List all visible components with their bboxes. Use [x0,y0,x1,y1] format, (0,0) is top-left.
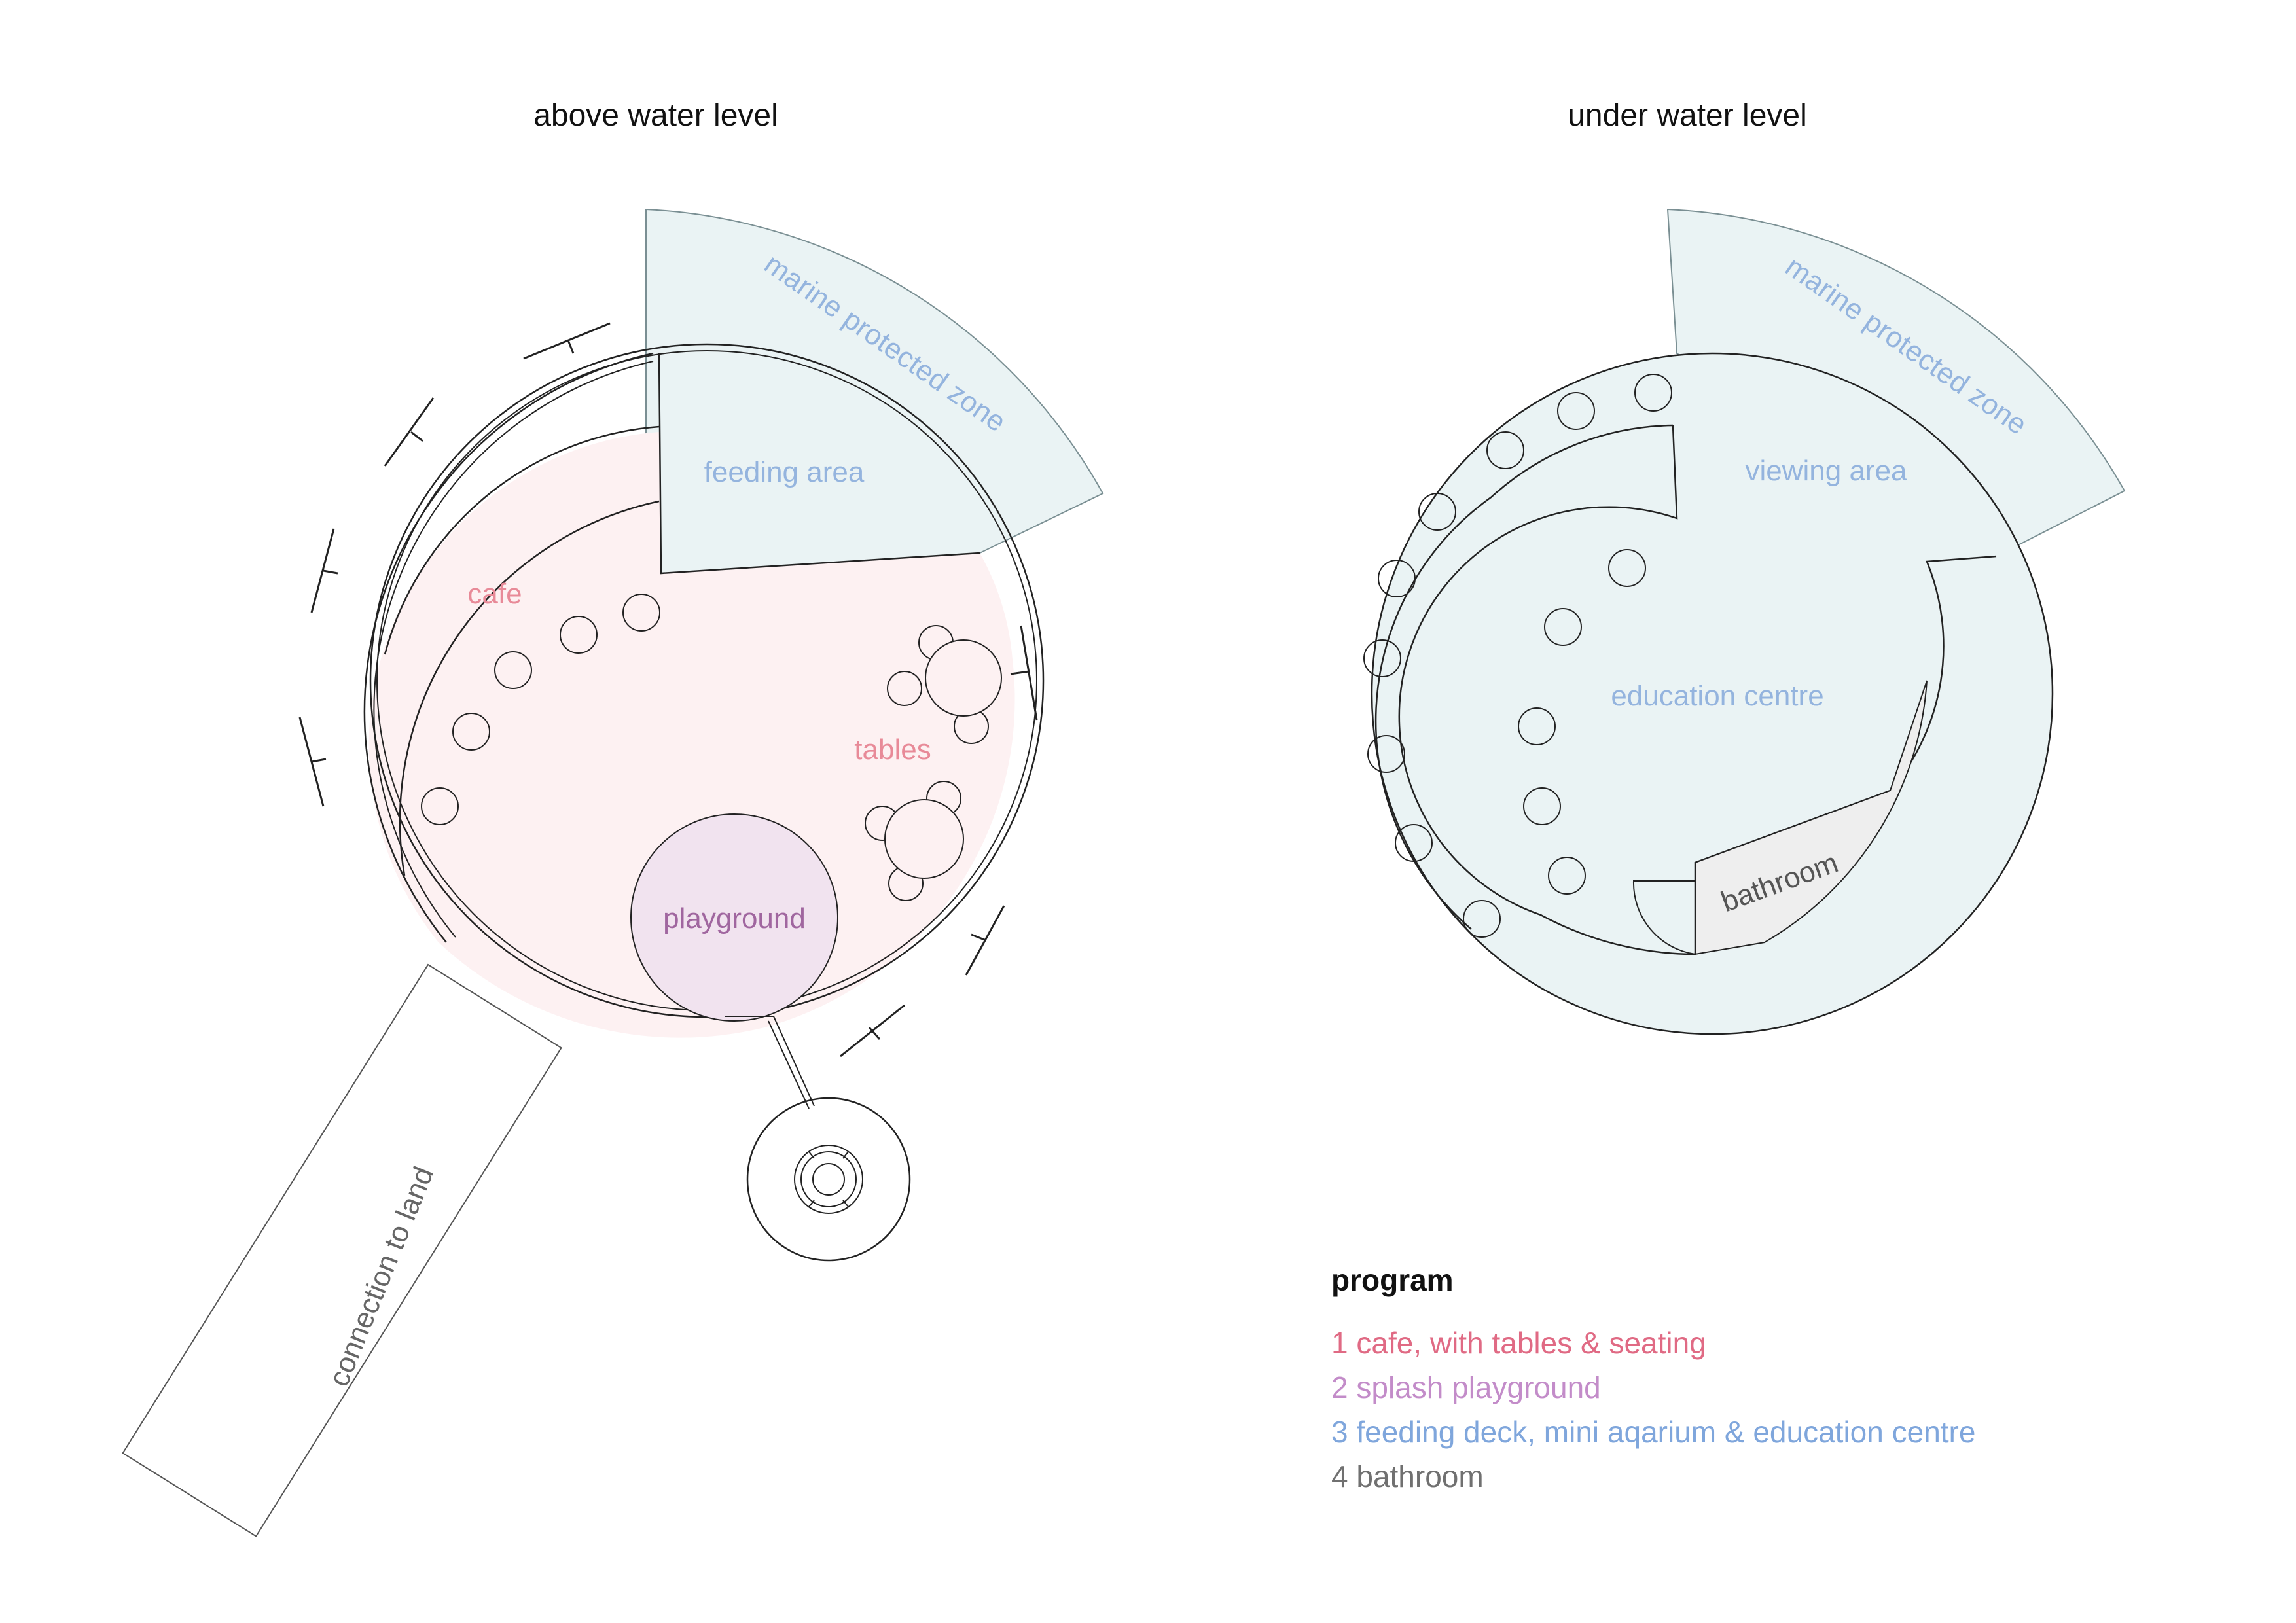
viewing-area-label: viewing area [1745,455,1907,487]
education-centre-label: education centre [1611,680,1823,712]
cafe-deck-area [368,432,1015,1038]
cafe-inner-wall-arc [384,425,660,655]
gangway-to-jetty [725,1016,815,1109]
bathroom-room [1695,680,1928,955]
legend-item-bathroom: 4 bathroom [1331,1459,1484,1493]
education-centre-wall [1398,425,1997,955]
title-under-water: under water level [1568,98,1807,133]
bathroom-door-arc [1632,880,1696,955]
legend-heading: program [1331,1263,1454,1297]
outer-walkway-arc-inner [373,361,654,938]
title-above-water: above water level [533,98,778,133]
outer-walkway-arc [363,352,654,943]
under-water-circle [1371,352,2054,1035]
cafe-label: cafe [467,578,522,610]
pier-post-icon [298,322,1038,1058]
feeding-area [659,355,980,573]
cafe-counter-line [658,353,980,575]
under-water-plan: marine protected zone viewing area educa… [1363,208,2126,1035]
legend-item-feeding-deck: 3 feeding deck, mini aqarium & education… [1331,1415,1975,1449]
legend-item-playground: 2 splash playground [1331,1370,1601,1404]
feeding-area-label: feeding area [704,456,865,488]
playground-label: playground [663,902,806,935]
legend-item-cafe: 1 cafe, with tables & seating [1331,1326,1706,1360]
outer-ring-wall [1374,424,1674,930]
splash-playground [630,813,838,1022]
circular-jetty-icon [746,1097,911,1262]
above-water-plan: connection to land marine protected zone… [122,208,1104,1537]
cafe-seating [421,594,660,825]
cafe-inner-wall-arc-2 [399,500,660,876]
connection-to-land [122,963,562,1537]
tables-group [865,625,1002,901]
marine-protected-zone-under [1666,208,2126,558]
tables-label: tables [854,734,931,766]
porthole-windows [1363,374,1672,938]
program-legend: program 1 cafe, with tables & seating 2 … [1331,1263,1975,1493]
